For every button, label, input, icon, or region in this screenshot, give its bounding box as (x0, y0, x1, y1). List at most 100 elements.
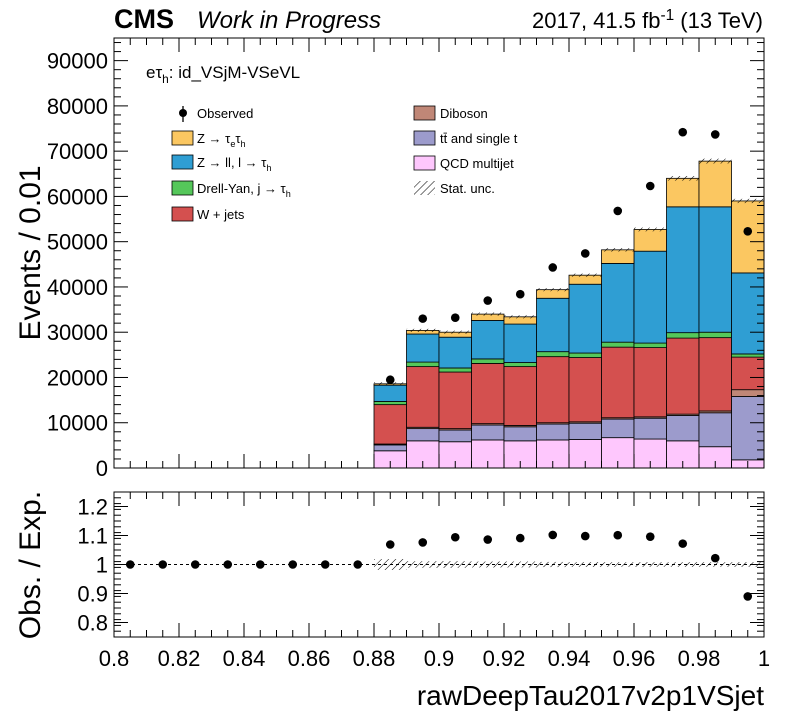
bar-ttbar (438, 429, 472, 443)
bar-dy_jet (568, 352, 602, 358)
ratio-stat-bin (504, 561, 537, 568)
bar-ttbar (471, 424, 505, 441)
bar-zll (568, 283, 602, 354)
ratio-y-axis: 0.8 0.9 1 1.1 1.2 (77, 491, 764, 638)
y-tick-label: 90000 (47, 49, 108, 74)
ratio-stat-bin (536, 561, 569, 568)
y-tick-label: 40000 (47, 275, 108, 300)
bar-wjets (698, 337, 732, 412)
bar-zll (503, 323, 537, 363)
stat-band-bin (731, 198, 764, 204)
bar-wjets (633, 347, 667, 418)
top-x-ticks (113, 38, 765, 468)
ratio-point (255, 560, 265, 569)
ratio-point (158, 560, 168, 569)
ratio-y-tick-label: 0.9 (77, 582, 108, 607)
ratio-y-tick-label: 1.1 (77, 524, 108, 549)
x-tick-label: 0.8 (99, 646, 130, 671)
observed-point (645, 181, 655, 191)
x-tick-label: 0.98 (678, 646, 721, 671)
ratio-points (125, 530, 753, 601)
ratio-stat-bin (699, 562, 732, 567)
observed-point (678, 127, 688, 137)
bar-zll (698, 206, 732, 333)
ratio-stat-bin (471, 561, 504, 568)
bar-zll (438, 336, 472, 369)
bar-wjets (406, 366, 440, 428)
bar-dy_jet (601, 341, 635, 348)
bar-wjets (373, 404, 407, 445)
top-y-label: Events / 0.01 (14, 165, 47, 340)
ratio-point (190, 560, 200, 569)
bar-zll (471, 320, 505, 360)
bar-zll (666, 206, 700, 334)
legend-ztt: Z → τeτh (171, 130, 246, 149)
bar-dy_jet (536, 351, 570, 358)
ratio-point (223, 560, 233, 569)
bar-zll (731, 272, 765, 355)
stat-band-bin (504, 315, 537, 319)
ratio-point (678, 539, 688, 548)
x-tick-label: 0.82 (158, 646, 201, 671)
ratio-point (418, 538, 428, 547)
bar-dy_jet (503, 362, 537, 368)
ratio-point (288, 560, 298, 569)
top-y-axis: 0 10000 20000 30000 40000 50000 60000 70000 8000… (47, 42, 764, 481)
observed-point (450, 313, 460, 323)
x-tick-label: 0.94 (548, 646, 591, 671)
bar-ztt (731, 200, 765, 274)
ratio-y-tick-label: 1.2 (77, 495, 108, 520)
ratio-y-label: Obs. / Exp. (14, 491, 47, 639)
bar-wjets (666, 337, 700, 415)
bar-wjets (568, 357, 602, 423)
bar-dy_jet (731, 353, 765, 358)
observed-point (385, 375, 395, 385)
bar-ttbar (406, 428, 440, 442)
bar-dy_jet (633, 342, 667, 348)
observed-point (548, 263, 558, 272)
bar-wjets (731, 356, 765, 391)
legend-wjets-label: W + jets (197, 207, 245, 222)
y-tick-label: 60000 (47, 184, 108, 209)
legend-zll-label: Z → ll, l → τh (197, 155, 271, 173)
bar-dy_jet (666, 332, 700, 339)
ratio-stat-bin (439, 561, 472, 568)
ratio-stat-bin (374, 559, 407, 570)
x-tick-label: 1 (758, 646, 770, 671)
bar-wjets (503, 366, 537, 426)
bar-dy_jet (438, 367, 472, 373)
legend-dy-jet: Drell-Yan, j → τh (171, 180, 291, 199)
legend-zll: Z → ll, l → τh (171, 154, 271, 173)
y-tick-label: 80000 (47, 94, 108, 119)
legend-diboson-label: Diboson (440, 106, 488, 121)
legend-diboson: Diboson (413, 105, 488, 121)
x-axis-label: rawDeepTau2017v2p1VSjet (417, 680, 764, 711)
stat-band-bin (569, 273, 602, 277)
stat-band-bin (471, 312, 504, 316)
x-tick-label: 0.86 (288, 646, 331, 671)
bar-wjets (471, 363, 505, 425)
stat-band-bin (439, 330, 472, 334)
y-tick-label: 50000 (47, 230, 108, 255)
ratio-point (548, 530, 558, 540)
bar-ttbar (698, 412, 732, 448)
x-tick-label: 0.9 (424, 646, 455, 671)
stat-band-bin (699, 158, 732, 164)
x-axis: 0.8 0.82 0.84 0.86 0.88 0.9 0.92 0.94 0.96 0.98 1 (99, 492, 770, 671)
ratio-stat-bin (731, 562, 764, 567)
bar-zll (633, 250, 667, 344)
y-tick-label: 70000 (47, 139, 108, 164)
stat-band-bin (634, 227, 667, 232)
bar-dy_jet (406, 361, 440, 368)
legend-observed: Observed (179, 106, 253, 122)
x-tick-label: 0.88 (353, 646, 396, 671)
ratio-y-tick-label: 0.8 (77, 611, 108, 636)
bar-ttbar (373, 444, 407, 452)
ratio-point (320, 560, 330, 569)
ratio-point (353, 560, 363, 569)
ratio-point (483, 535, 493, 544)
ratio-stat-bin (666, 562, 699, 567)
ratio-stat-bin (601, 562, 634, 567)
x-tick-label: 0.92 (483, 646, 526, 671)
legend-observed-label: Observed (197, 106, 253, 121)
